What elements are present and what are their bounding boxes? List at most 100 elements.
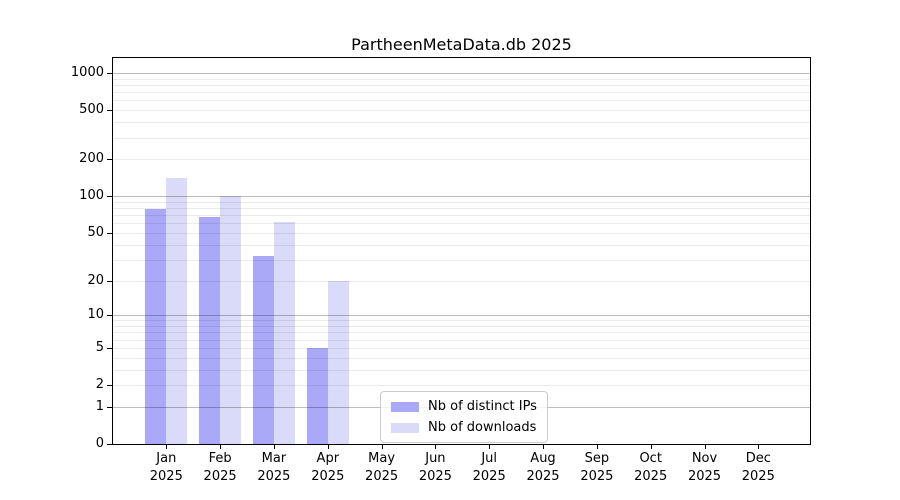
gridline-900 xyxy=(113,78,810,80)
gridline-9 xyxy=(113,320,810,322)
x-tick-month: Feb xyxy=(208,451,232,466)
x-tick-label-oct: Oct 2025 xyxy=(621,450,681,486)
x-tick-mar xyxy=(273,445,275,449)
x-tick-label-jan: Jan 2025 xyxy=(136,450,196,486)
x-tick-year: 2025 xyxy=(257,469,291,484)
x-tick-year: 2025 xyxy=(311,469,345,484)
chart-title: PartheenMetaData.db 2025 xyxy=(351,35,572,54)
gridline-7 xyxy=(113,332,810,334)
x-tick-label-apr: Apr 2025 xyxy=(298,450,358,486)
y-tick-label-1000: 1000 xyxy=(70,65,104,80)
gridline-600 xyxy=(113,100,810,102)
y-tick-label-500: 500 xyxy=(79,102,104,118)
y-tick-label-0: 0 xyxy=(95,436,104,451)
bar-jan-downloads xyxy=(166,178,188,444)
bar-mar-downloads xyxy=(273,221,295,444)
legend: Nb of distinct IPs Nb of downloads xyxy=(380,391,548,443)
gridline-700 xyxy=(113,92,810,94)
x-tick-year: 2025 xyxy=(472,469,506,484)
y-tick-label-2: 2 xyxy=(95,377,104,392)
bar-apr-downloads xyxy=(327,280,349,444)
plot-area: Nb of distinct IPs Nb of downloads xyxy=(112,57,811,445)
x-tick-oct xyxy=(650,445,652,449)
gridline-40 xyxy=(113,244,810,246)
gridline-2 xyxy=(113,385,810,386)
y-tick-500 xyxy=(107,110,112,112)
gridline-3 xyxy=(113,369,810,371)
legend-item-downloads: Nb of downloads xyxy=(391,419,537,436)
x-tick-month: Sep xyxy=(584,451,610,466)
gridline-80 xyxy=(113,208,810,209)
x-tick-nov xyxy=(704,445,706,449)
x-tick-month: Aug xyxy=(530,451,556,466)
x-tick-year: 2025 xyxy=(741,469,775,484)
x-tick-year: 2025 xyxy=(687,469,722,484)
gridline-30 xyxy=(113,259,810,261)
y-tick-label-100: 100 xyxy=(79,188,104,204)
x-tick-month: Oct xyxy=(639,451,662,466)
y-tick-label-5: 5 xyxy=(95,339,104,355)
bar-apr-distinct-ips xyxy=(306,347,328,444)
x-tick-year: 2025 xyxy=(365,469,399,484)
gridline-4 xyxy=(113,357,810,359)
x-tick-year: 2025 xyxy=(634,469,668,484)
y-tick-2 xyxy=(107,385,112,386)
x-tick-month: Jun xyxy=(425,451,446,466)
y-tick-50 xyxy=(107,232,112,234)
x-tick-month: Jul xyxy=(481,451,498,466)
gridline-200 xyxy=(113,159,810,161)
x-tick-month: Dec xyxy=(745,451,771,466)
gridline-100 xyxy=(113,196,810,198)
bar-jan-distinct-ips xyxy=(145,209,167,444)
bar-feb-downloads xyxy=(220,196,242,444)
x-tick-label-jul: Jul 2025 xyxy=(459,450,519,486)
x-tick-label-mar: Mar 2025 xyxy=(244,450,304,486)
gridline-60 xyxy=(113,223,810,225)
x-tick-feb xyxy=(220,445,222,449)
gridline-800 xyxy=(113,85,810,86)
x-tick-aug xyxy=(543,445,544,449)
x-tick-label-sep: Sep 2025 xyxy=(567,450,627,486)
y-tick-label-200: 200 xyxy=(79,151,104,167)
gridline-20 xyxy=(113,280,810,282)
x-tick-sep xyxy=(596,445,598,449)
x-tick-month: May xyxy=(368,451,396,466)
x-tick-year: 2025 xyxy=(149,469,183,484)
gridline-5 xyxy=(113,347,810,349)
y-tick-20 xyxy=(107,280,112,282)
bar-feb-distinct-ips xyxy=(199,217,221,444)
y-tick-label-50: 50 xyxy=(87,224,104,240)
y-tick-1000 xyxy=(107,73,112,74)
gridline-8 xyxy=(113,326,810,327)
x-tick-label-nov: Nov 2025 xyxy=(675,450,735,486)
y-tick-label-20: 20 xyxy=(87,272,104,288)
gridline-90 xyxy=(113,201,810,203)
x-tick-label-dec: Dec 2025 xyxy=(728,450,788,486)
x-tick-may xyxy=(381,445,383,449)
gridline-400 xyxy=(113,122,810,124)
y-tick-100 xyxy=(107,196,112,198)
gridline-50 xyxy=(113,232,810,234)
y-tick-200 xyxy=(107,159,112,161)
y-tick-5 xyxy=(107,347,112,349)
y-tick-10 xyxy=(107,315,112,317)
x-tick-dec xyxy=(758,445,760,449)
x-tick-label-may: May 2025 xyxy=(352,450,412,486)
legend-label-distinct-ips: Nb of distinct IPs xyxy=(428,399,537,414)
x-tick-year: 2025 xyxy=(526,469,560,484)
x-tick-jul xyxy=(489,445,491,449)
x-tick-jun xyxy=(435,445,437,449)
y-tick-label-10: 10 xyxy=(87,307,104,323)
gridline-70 xyxy=(113,215,810,217)
y-tick-1 xyxy=(107,406,112,408)
x-tick-label-aug: Aug 2025 xyxy=(513,450,573,486)
gridline-6 xyxy=(113,339,810,341)
legend-item-distinct-ips: Nb of distinct IPs xyxy=(391,398,537,415)
x-tick-label-jun: Jun 2025 xyxy=(405,450,465,486)
bar-mar-distinct-ips xyxy=(252,256,274,444)
x-tick-month: Jan xyxy=(156,451,177,466)
gridline-10 xyxy=(113,315,810,317)
legend-label-downloads: Nb of downloads xyxy=(428,420,537,435)
x-tick-year: 2025 xyxy=(418,469,452,484)
